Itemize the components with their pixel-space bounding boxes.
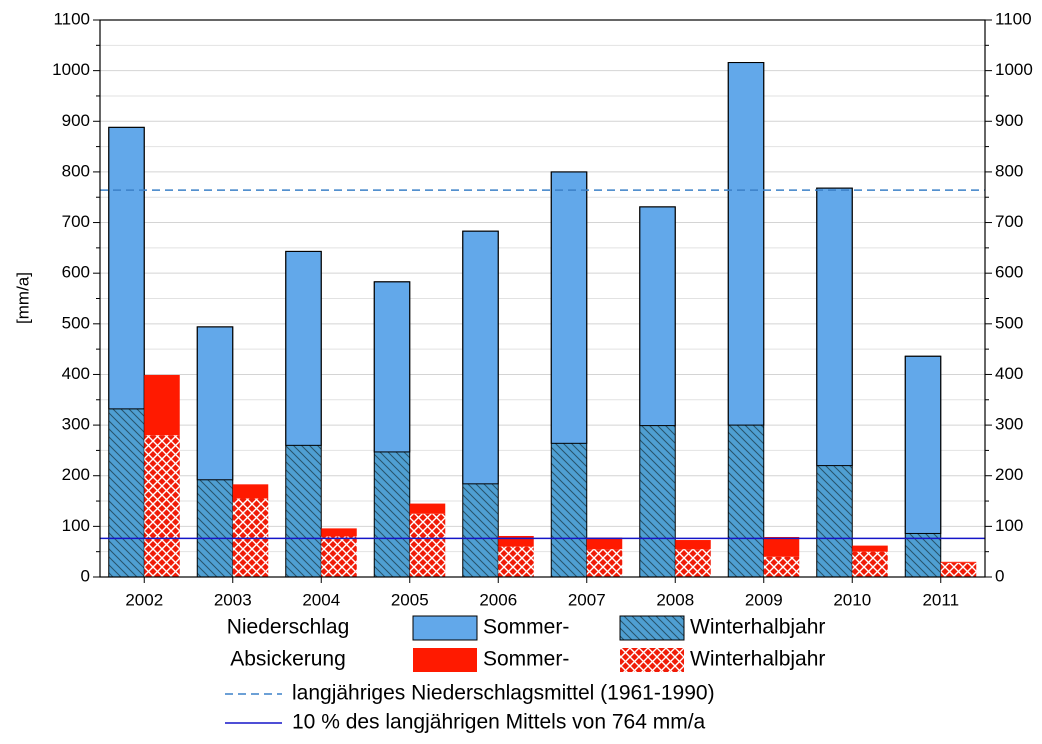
plot-frame (99, 19, 986, 578)
bar-segment (905, 533, 941, 577)
y2-tick-label: 0 (995, 566, 1004, 585)
bar-segment (816, 187, 853, 467)
x-tick-label: 2002 (125, 590, 163, 609)
bar-segment (639, 206, 676, 427)
y-tick-label: 200 (62, 465, 90, 484)
bar-segment (763, 556, 800, 577)
bar-segment (586, 549, 623, 577)
y2-tick-label: 100 (995, 516, 1023, 535)
x-tick-label: 2003 (214, 590, 252, 609)
bar-segment (373, 281, 411, 453)
y2-tick-label: 300 (995, 415, 1023, 434)
bar-segment (586, 537, 623, 550)
x-tick-label: 2010 (833, 590, 871, 609)
bar-segment (675, 549, 711, 577)
x-tick-label: 2007 (568, 590, 606, 609)
bar-segment (285, 250, 322, 446)
legend-label: langjähriges Niederschlagsmittel (1961-1… (292, 682, 715, 705)
y2-tick-label: 500 (995, 313, 1023, 332)
y-tick-label: 500 (62, 313, 90, 332)
x-tick-label: 2008 (656, 590, 694, 609)
bar-segment (498, 535, 534, 547)
y-tick-label: 300 (62, 415, 90, 434)
y-tick-label: 0 (81, 566, 90, 585)
bar-segment (551, 443, 587, 577)
bar-segment (144, 435, 180, 577)
legend-label: Winterhalbjahr (690, 648, 825, 671)
y2-tick-label: 800 (995, 161, 1023, 180)
legend-swatch (620, 648, 684, 672)
bar-segment (462, 230, 499, 485)
legend-swatch (412, 615, 478, 641)
bar-segment (727, 62, 765, 426)
bar-segment (321, 528, 357, 537)
y-tick-label: 400 (62, 364, 90, 383)
bar-segment (232, 484, 269, 499)
y-tick-label: 600 (62, 263, 90, 282)
legend-swatch (619, 615, 685, 641)
y2-tick-label: 1000 (995, 60, 1033, 79)
y-axis-label: [mm/a] (13, 272, 32, 324)
y-tick-label: 100 (62, 516, 90, 535)
bar-segment (108, 408, 145, 577)
bar-segment (144, 374, 180, 436)
x-tick-label: 2006 (479, 590, 517, 609)
legend-group-label: Niederschlag (227, 616, 350, 639)
bar-segment (852, 551, 888, 577)
bar-segment (550, 171, 588, 444)
bar-segment (639, 425, 676, 577)
bar-segment (409, 513, 446, 577)
bar-segment (462, 483, 499, 577)
bar-segment (196, 326, 234, 481)
bar-segment (940, 561, 977, 563)
y2-tick-label: 200 (995, 465, 1023, 484)
bar-segment (197, 479, 233, 577)
y2-tick-label: 1100 (995, 9, 1032, 28)
x-tick-label: 2005 (391, 590, 429, 609)
y2-tick-label: 400 (995, 364, 1023, 383)
x-tick-label: 2004 (302, 590, 340, 609)
legend-label: Winterhalbjahr (690, 616, 825, 639)
bar-segment (763, 536, 800, 557)
y2-tick-label: 700 (995, 212, 1023, 231)
bar-segment (409, 503, 446, 514)
bar-segment (940, 562, 977, 577)
bar-segment (108, 126, 145, 410)
y-tick-label: 1000 (52, 60, 90, 79)
y2-tick-label: 600 (995, 263, 1023, 282)
bar-segment (374, 451, 410, 577)
legend-swatch (413, 648, 477, 672)
bar-segment (852, 545, 888, 552)
legend-label: 10 % des langjährigen Mittels von 764 mm… (292, 711, 706, 734)
x-tick-label: 2011 (922, 590, 959, 609)
bar-segment (816, 465, 853, 577)
bar-segment (321, 536, 357, 577)
y-tick-label: 700 (62, 212, 90, 231)
y-tick-label: 1100 (53, 9, 90, 28)
legend-label: Sommer- (483, 616, 569, 639)
bar-segment (904, 355, 942, 534)
y-tick-label: 800 (62, 161, 90, 180)
legend-group-label: Absickerung (230, 648, 346, 671)
bar-segment (285, 445, 322, 577)
bar-segment (675, 540, 711, 550)
bar-segment (498, 546, 534, 577)
legend-label: Sommer- (483, 648, 569, 671)
y2-tick-label: 900 (995, 111, 1023, 130)
bar-segment (728, 425, 764, 577)
x-tick-label: 2009 (745, 590, 783, 609)
y-tick-label: 900 (62, 111, 90, 130)
